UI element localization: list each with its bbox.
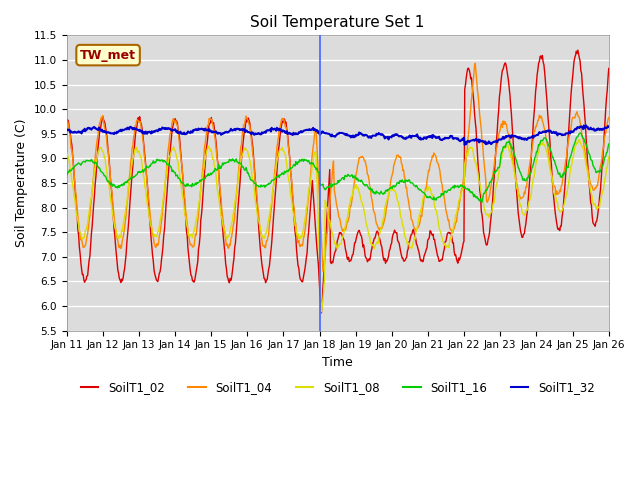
X-axis label: Time: Time: [323, 356, 353, 369]
Title: Soil Temperature Set 1: Soil Temperature Set 1: [250, 15, 425, 30]
Legend: SoilT1_02, SoilT1_04, SoilT1_08, SoilT1_16, SoilT1_32: SoilT1_02, SoilT1_04, SoilT1_08, SoilT1_…: [76, 376, 599, 398]
Y-axis label: Soil Temperature (C): Soil Temperature (C): [15, 119, 28, 247]
Text: TW_met: TW_met: [80, 48, 136, 61]
